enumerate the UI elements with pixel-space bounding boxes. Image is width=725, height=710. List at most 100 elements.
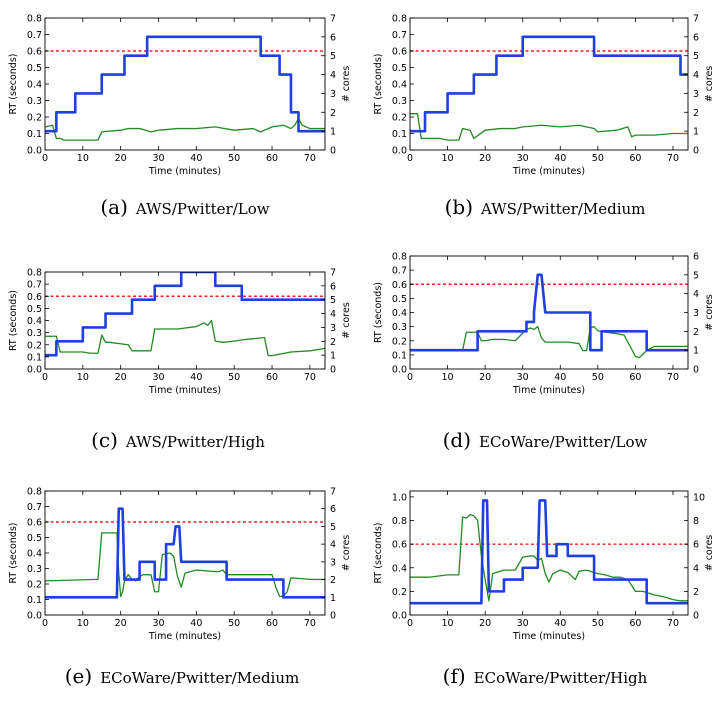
- x-tick-label: 20: [115, 372, 127, 383]
- x-tick-label: 40: [554, 618, 566, 629]
- chart-panel-d: 0 10 20 30 40 50 60 700.00.10.20.30.40.50.60.70…: [373, 252, 715, 453]
- x-axis-title: Time (minutes): [148, 385, 221, 396]
- x-tick-label: 60: [266, 153, 278, 164]
- x-tick-label: 10: [442, 153, 454, 164]
- y-tick-label: 0.8: [392, 516, 407, 527]
- y-tick-label: 0.2: [392, 113, 407, 124]
- x-tick-label: 50: [592, 153, 604, 164]
- plot-frame: [44, 271, 326, 370]
- x-tick-label: 0: [407, 153, 413, 164]
- y-right-tick-label: 7: [330, 268, 336, 279]
- y-right-tick-label: 0: [693, 365, 699, 376]
- y-right-tick-label: 6: [693, 252, 699, 263]
- panel-caption-text: ECoWare/Pwitter/High: [474, 669, 648, 687]
- y-right-axis-title: # cores: [341, 66, 352, 103]
- panel-letter: (a): [100, 195, 128, 219]
- y-right-axis-title: # cores: [341, 302, 352, 339]
- y-right-axis-title: # cores: [704, 66, 715, 103]
- panel-caption-text: AWS/Pwitter/Medium: [480, 200, 645, 218]
- x-tick-label: 70: [304, 372, 316, 383]
- y-tick-label: 0.8: [27, 268, 42, 279]
- y-tick-label: 0.1: [392, 129, 407, 140]
- cores-series-line: [410, 273, 688, 352]
- x-tick-label: 50: [592, 618, 604, 629]
- x-tick-label: 60: [629, 618, 641, 629]
- y-tick-label: 0.0: [392, 611, 407, 622]
- y-right-axis-title: # cores: [704, 535, 715, 572]
- y-right-tick-label: 0: [693, 611, 699, 622]
- y-right-tick-label: 3: [330, 89, 336, 100]
- y-tick-label: 0.3: [392, 322, 407, 333]
- y-right-tick-label: 4: [330, 540, 336, 551]
- x-tick-label: 20: [115, 618, 127, 629]
- x-tick-label: 20: [479, 153, 491, 164]
- x-tick-label: 10: [442, 372, 454, 383]
- x-tick-label: 70: [304, 618, 316, 629]
- plot-frame: [409, 490, 689, 616]
- chart-panel-e: 0 10 20 30 40 50 60 700.00.10.20.30.40.50.60.70…: [8, 487, 352, 689]
- panel-letter: (b): [445, 195, 473, 219]
- x-tick-label: 20: [479, 372, 491, 383]
- panel-caption-text: AWS/Pwitter/High: [125, 433, 265, 451]
- x-tick-label: 50: [228, 153, 240, 164]
- y-right-tick-label: 4: [330, 70, 336, 81]
- x-tick-label: 30: [152, 372, 164, 383]
- y-tick-label: 0.2: [27, 580, 42, 591]
- panel-caption: (e) ECoWare/Pwitter/Medium: [65, 664, 299, 688]
- x-tick-label: 10: [77, 372, 89, 383]
- y-axis-title: RT (seconds): [373, 523, 384, 584]
- y-tick-label: 0.3: [392, 96, 407, 107]
- y-tick-label: 0.0: [27, 365, 42, 376]
- y-right-tick-label: 5: [693, 51, 699, 62]
- panel-letter: (c): [91, 428, 118, 452]
- y-tick-label: 0.7: [392, 266, 407, 277]
- panel-caption: (d) ECoWare/Pwitter/Low: [443, 428, 648, 452]
- x-tick-label: 40: [190, 618, 202, 629]
- y-right-tick-label: 1: [693, 346, 699, 357]
- y-tick-label: 0.5: [27, 533, 42, 544]
- y-tick-label: 0.6: [392, 280, 407, 291]
- cores-series-line: [45, 35, 325, 133]
- rt-series-line: [410, 513, 688, 602]
- x-tick-label: 60: [266, 618, 278, 629]
- x-tick-label: 60: [266, 372, 278, 383]
- y-right-tick-label: 1: [330, 127, 336, 138]
- panel-caption: (a) AWS/Pwitter/Low: [100, 195, 269, 219]
- x-tick-label: 40: [190, 153, 202, 164]
- y-right-tick-label: 2: [693, 327, 699, 338]
- y-right-tick-label: 3: [330, 323, 336, 334]
- y-right-axis-title: # cores: [341, 535, 352, 572]
- x-tick-label: 50: [228, 372, 240, 383]
- cores-series-line: [410, 35, 688, 133]
- y-right-tick-label: 8: [693, 516, 699, 527]
- y-tick-label: 0.6: [392, 540, 407, 551]
- y-tick-label: 0.2: [27, 113, 42, 124]
- panel-caption: (c) AWS/Pwitter/High: [91, 428, 265, 452]
- y-right-tick-label: 4: [330, 309, 336, 320]
- x-tick-label: 0: [407, 372, 413, 383]
- rt-series-line: [45, 532, 325, 598]
- y-tick-label: 0.8: [392, 252, 407, 263]
- y-right-tick-label: 7: [330, 487, 336, 498]
- y-right-tick-label: 5: [330, 295, 336, 306]
- x-tick-label: 30: [152, 153, 164, 164]
- rt-series-line: [45, 319, 325, 357]
- y-right-tick-label: 4: [693, 70, 699, 81]
- x-tick-label: 50: [592, 372, 604, 383]
- panel-caption: (f) ECoWare/Pwitter/High: [443, 664, 648, 688]
- x-tick-label: 50: [228, 618, 240, 629]
- y-tick-label: 0.5: [392, 63, 407, 74]
- x-axis-title: Time (minutes): [512, 631, 585, 642]
- chart-panel-f: 0 10 20 30 40 50 60 70 0.0 0.2 0.4 0.6 0.8 1.0 0 2 4 6 8 10…: [373, 490, 715, 688]
- x-axis-title: Time (minutes): [512, 385, 585, 396]
- panel-letter: (d): [443, 428, 471, 452]
- y-tick-label: 0.0: [392, 365, 407, 376]
- x-tick-label: 20: [479, 618, 491, 629]
- y-right-tick-label: 3: [330, 557, 336, 568]
- x-tick-label: 30: [517, 618, 529, 629]
- y-right-tick-label: 5: [693, 270, 699, 281]
- y-tick-label: 0.8: [392, 14, 407, 25]
- rt-series-line: [410, 113, 688, 141]
- y-right-tick-label: 0: [693, 146, 699, 157]
- y-tick-label: 0.2: [392, 587, 407, 598]
